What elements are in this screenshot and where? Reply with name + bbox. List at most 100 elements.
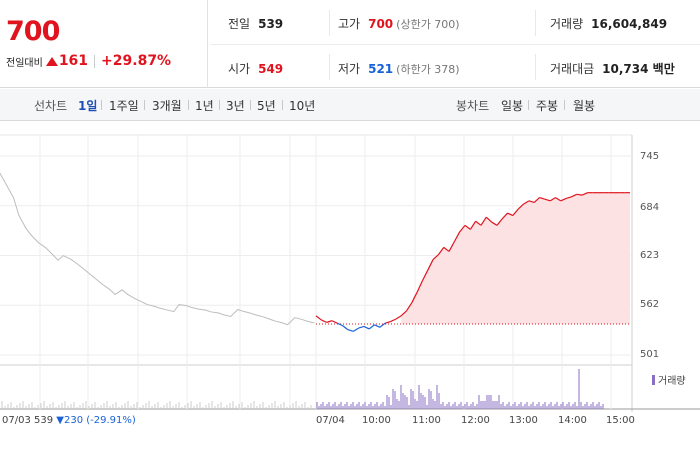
candle-chart-label: 봉차트 [456, 99, 490, 113]
open-label: 시가 [228, 62, 251, 76]
today-price-segment [368, 324, 375, 330]
today-price-segment [352, 327, 359, 332]
today-price-segment [416, 280, 423, 293]
prev-day-change: ▼230 [56, 415, 84, 426]
change-amount: 161 [58, 53, 89, 69]
prev-close-stat: 전일 539 [228, 15, 283, 32]
change-row: 전일대비 161 +29.87% [6, 53, 171, 69]
today-price-segment [523, 200, 530, 205]
x-tick-label: 07/03 [2, 415, 31, 426]
today-price-segment [379, 322, 386, 328]
tab-daily-candle[interactable]: 일봉 [501, 99, 524, 113]
prev-day-close: 539 [34, 415, 54, 426]
tab-3year[interactable]: 3년 [226, 99, 245, 113]
y-tick-label: 501 [640, 349, 660, 360]
today-price-segment [485, 216, 493, 223]
x-tick-label: 10:00 [362, 415, 391, 426]
change-label: 전일대비 [6, 57, 43, 69]
today-price-segment [576, 193, 583, 196]
tab-1year[interactable]: 1년 [195, 99, 214, 113]
today-price-segment [469, 220, 477, 230]
today-price-segment [533, 197, 540, 203]
prev-day-rate: (-29.91%) [86, 415, 136, 426]
x-tick-label: 14:00 [558, 415, 587, 426]
today-price-segment [491, 221, 498, 226]
divider [564, 100, 565, 110]
today-price-segment [571, 193, 578, 198]
chart-tab-bar: 선차트 1일 1주일 3개월 1년 3년 5년 10년 봉차트 일봉 주봉 월봉 [0, 89, 700, 121]
divider [535, 54, 536, 80]
divider [282, 100, 283, 110]
today-price-segment [315, 315, 322, 321]
today-price-segment [400, 310, 407, 317]
divider [329, 10, 330, 36]
lower-limit: (하한가 378) [396, 63, 460, 76]
today-price-segment [427, 259, 434, 271]
intraday-chart[interactable]: 745 684 623 562 501 거래량 07/03 539 ▼230 (… [0, 122, 700, 450]
amount-stat: 거래대금 10,734 백만 [550, 60, 675, 77]
y-tick-label: 745 [640, 151, 660, 162]
today-price-segment [565, 196, 572, 199]
today-price-segment [443, 246, 450, 252]
low-value: 521 [368, 62, 394, 76]
today-price-segment [331, 320, 338, 324]
volume-legend-label: 거래량 [658, 376, 686, 387]
open-stat: 시가 549 [228, 60, 283, 77]
divider [219, 100, 220, 110]
today-price-segment [337, 322, 343, 327]
today-price-segment [560, 197, 567, 202]
price-box: 700 전일대비 161 +29.87% [0, 0, 208, 88]
high-label: 고가 [338, 17, 361, 31]
today-price-segment [374, 324, 381, 328]
divider [535, 10, 536, 36]
today-price-segment [501, 212, 509, 220]
today-price-segment [453, 231, 461, 242]
tab-10year[interactable]: 10년 [289, 99, 316, 113]
change-rate: +29.87% [101, 53, 172, 69]
today-price-segment [475, 220, 482, 226]
prev-day-price-line [0, 172, 315, 326]
x-tick-label: 15:00 [606, 415, 635, 426]
today-price-segment [464, 224, 471, 230]
tab-1day[interactable]: 1일 [78, 99, 98, 113]
line-chart-label: 선차트 [34, 99, 68, 113]
prev-close-value: 539 [258, 17, 284, 31]
low-label: 저가 [338, 62, 361, 76]
divider [144, 100, 145, 110]
today-price-segment [432, 254, 439, 261]
tab-monthly-candle[interactable]: 월봉 [573, 99, 596, 113]
divider [250, 100, 251, 110]
tab-weekly-candle[interactable]: 주봉 [536, 99, 559, 113]
divider [94, 54, 96, 68]
tab-5year[interactable]: 5년 [257, 99, 276, 113]
high-stat: 고가 700 (상한가 700) [338, 15, 460, 32]
divider [329, 54, 330, 80]
tab-1week[interactable]: 1주일 [109, 99, 139, 113]
x-tick-label: 12:00 [461, 415, 490, 426]
volume-stat: 거래량 16,604,849 [550, 15, 667, 32]
today-price-segment [321, 319, 327, 323]
today-price-segment [448, 241, 455, 252]
divider [528, 100, 529, 110]
x-tick-label: 11:00 [412, 415, 441, 426]
today-price-segment [342, 325, 349, 331]
x-tick-label: 07/04 [316, 415, 345, 426]
today-price-segment [555, 197, 562, 202]
up-arrow-icon [45, 56, 58, 66]
today-price-segment [421, 269, 429, 282]
tab-3month[interactable]: 3개월 [152, 99, 182, 113]
y-tick-label: 623 [640, 250, 660, 261]
amount-label: 거래대금 [550, 62, 595, 76]
volume-value: 16,604,849 [591, 17, 668, 31]
low-stat: 저가 521 (하한가 378) [338, 60, 460, 77]
divider [101, 100, 102, 110]
today-price-segment [549, 197, 556, 202]
today-price-segment [539, 197, 546, 200]
today-price-segment [480, 216, 487, 226]
today-price-segment [496, 218, 503, 226]
today-price-segment [528, 200, 535, 204]
open-value: 549 [258, 62, 284, 76]
y-tick-label: 684 [640, 202, 660, 213]
divider [210, 44, 700, 45]
today-price-segment [326, 320, 333, 323]
